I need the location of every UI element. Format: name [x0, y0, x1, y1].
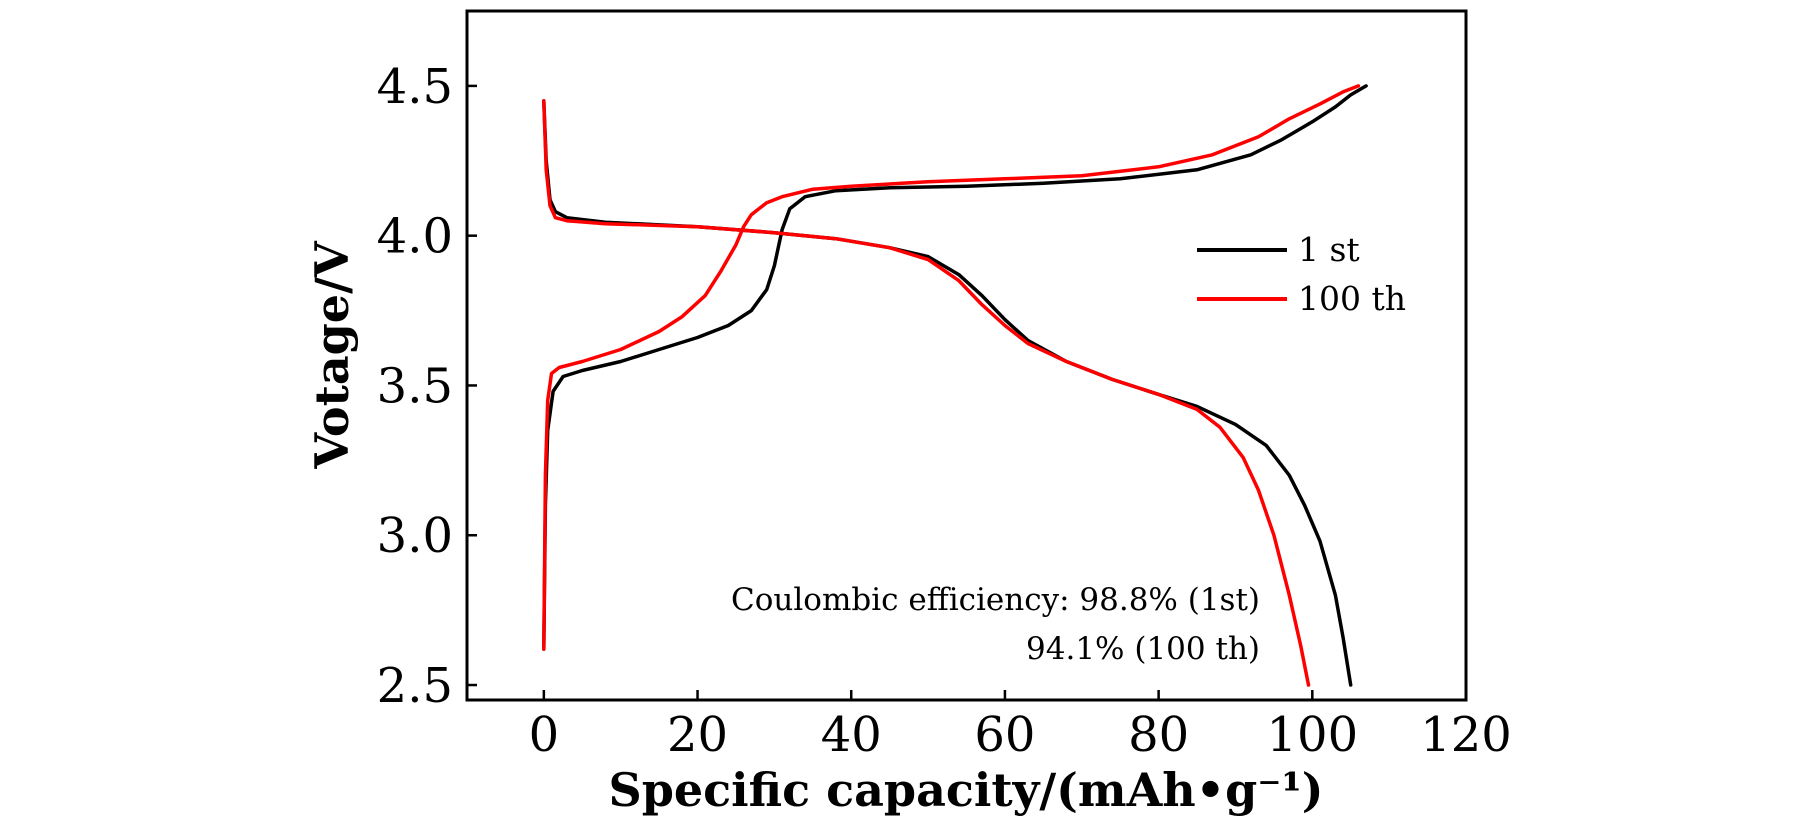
series-0-segment-1 — [542, 99, 1353, 687]
series-0-segment-0 — [542, 84, 1368, 651]
x-tick-label-2: 40 — [821, 707, 882, 763]
legend-label-1st: 1 st — [1298, 230, 1360, 269]
legend: 1 st 100 th — [1197, 230, 1406, 318]
x-tick-label-1: 20 — [667, 707, 728, 763]
series-1-segment-0 — [542, 84, 1361, 651]
series-lines — [542, 84, 1368, 687]
y-tick-label-2: 3.5 — [377, 358, 453, 414]
x-tick-label-3: 60 — [974, 707, 1035, 763]
y-tick-label-4: 4.5 — [377, 59, 453, 115]
ticks — [467, 84, 1468, 700]
y-tick-label-0: 2.5 — [377, 658, 453, 714]
y-tick-label-1: 3.0 — [377, 508, 453, 564]
x-tick-label-5: 100 — [1266, 707, 1358, 763]
annotation-efficiency-1st: Coulombic efficiency: 98.8% (1st) — [731, 582, 1260, 618]
x-tick-label-0: 0 — [529, 707, 560, 763]
y-tick-label-3: 4.0 — [377, 209, 453, 265]
plot-frame — [465, 9, 1468, 702]
legend-label-100th: 100 th — [1298, 279, 1406, 318]
x-axis-title: Specific capacity/(mAh•g⁻¹) — [609, 763, 1324, 817]
x-tick-label-4: 80 — [1128, 707, 1189, 763]
y-tick-labels: 2.5 3.0 3.5 4.0 4.5 — [377, 59, 453, 714]
series-1-segment-1 — [542, 99, 1311, 687]
x-tick-label-6: 120 — [1420, 707, 1512, 763]
y-axis-title: Votage/V — [305, 240, 359, 469]
annotation-efficiency-100th: 94.1% (100 th) — [1026, 631, 1260, 667]
x-tick-labels: 0 20 40 60 80 100 120 — [529, 707, 1512, 763]
